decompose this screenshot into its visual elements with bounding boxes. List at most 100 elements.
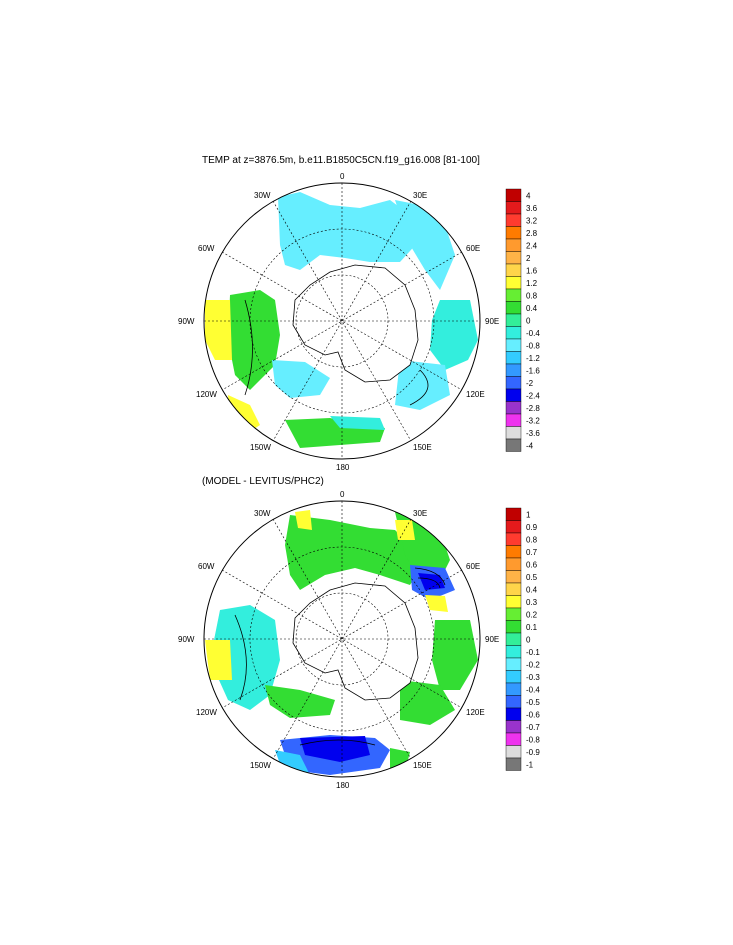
colorbar-swatch (505, 226, 522, 240)
colorbar-swatch (505, 682, 522, 696)
colorbar-label: 0.6 (526, 560, 538, 569)
colorbar-label: -0.2 (526, 660, 540, 669)
colorbar-label: 2.4 (526, 241, 538, 250)
colorbar-label: -2 (526, 379, 534, 388)
colorbar-label: -1.2 (526, 354, 540, 363)
colorbar-label: 1 (526, 510, 531, 519)
p1-lon-150w: 150W (250, 443, 271, 452)
p2-lon-150w: 150W (250, 761, 271, 770)
colorbar-swatch (505, 413, 522, 427)
colorbar-swatch (505, 645, 522, 659)
colorbar-swatch (505, 438, 522, 452)
colorbar-label: -0.5 (526, 698, 540, 707)
colorbar-swatch (505, 732, 522, 746)
colorbar-label: 0.4 (526, 585, 538, 594)
colorbar-label: 0.8 (526, 535, 538, 544)
panel-2-colorbar: 1 0.9 0.8 0.7 0.6 0.5 0.4 0.3 0.2 0.1 0 -0.1 -0.2 -0.… (505, 507, 540, 771)
colorbar-swatch (505, 351, 522, 365)
colorbar-swatch (505, 251, 522, 265)
colorbar-label: -2.4 (526, 391, 540, 400)
p2-lon-120w: 120W (196, 708, 217, 717)
colorbar-swatch (505, 507, 522, 521)
colorbar-swatch (505, 757, 522, 771)
colorbar-swatch (505, 720, 522, 734)
p1-lon-150e: 150E (413, 443, 432, 452)
colorbar-label: 0.3 (526, 598, 538, 607)
colorbar-swatch (505, 276, 522, 290)
colorbar-swatch (505, 570, 522, 584)
colorbar-swatch (505, 263, 522, 277)
colorbar-label: 2 (526, 254, 531, 263)
colorbar-label: 0.7 (526, 548, 538, 557)
colorbar-label: -4 (526, 441, 534, 450)
colorbar-label: -3.6 (526, 429, 540, 438)
p2-lon-120e: 120E (466, 708, 485, 717)
colorbar-label: 0.9 (526, 523, 538, 532)
p2-lon-30w: 30W (254, 509, 271, 518)
p2-lon-150e: 150E (413, 761, 432, 770)
panel-2-grid (204, 501, 480, 777)
colorbar-swatch (505, 401, 522, 415)
colorbar-swatch (505, 557, 522, 571)
colorbar-label: -3.2 (526, 416, 540, 425)
colorbar-swatch (505, 520, 522, 534)
colorbar-swatch (505, 595, 522, 609)
panel-2-boundary (203, 500, 481, 778)
colorbar-swatch (505, 188, 522, 202)
colorbar-label: -1.6 (526, 366, 540, 375)
colorbar-label: 4 (526, 191, 531, 200)
colorbar-swatch (505, 363, 522, 377)
colorbar-swatch (505, 745, 522, 759)
panel-1-title: TEMP at z=3876.5m, b.e11.B1850C5CN.f19_g… (202, 155, 480, 166)
panel-1-field (204, 183, 480, 459)
panel-1-grid (204, 183, 480, 459)
colorbar-label: 0.1 (526, 623, 538, 632)
colorbar-swatch (505, 670, 522, 684)
colorbar-label: -0.3 (526, 673, 540, 682)
colorbar-label: 0 (526, 316, 531, 325)
colorbar-label: 0.5 (526, 573, 538, 582)
p1-lon-30w: 30W (254, 191, 271, 200)
colorbar-swatch (505, 201, 522, 215)
colorbar-label: 1.2 (526, 279, 538, 288)
p2-lon-60w: 60W (198, 562, 215, 571)
colorbar-label: 3.2 (526, 216, 538, 225)
colorbar-swatch (505, 338, 522, 352)
p1-lon-30e: 30E (413, 191, 427, 200)
colorbar-swatch (505, 213, 522, 227)
colorbar-swatch (505, 388, 522, 402)
colorbar-swatch (505, 426, 522, 440)
colorbar-swatch (505, 301, 522, 315)
colorbar-swatch (505, 632, 522, 646)
colorbar-swatch (505, 620, 522, 634)
colorbar-label: -0.8 (526, 735, 540, 744)
p2-lon-30e: 30E (413, 509, 427, 518)
panel-2-field (204, 501, 480, 777)
colorbar-label: -0.9 (526, 748, 540, 757)
colorbar-swatch (505, 707, 522, 721)
colorbar-label: -0.8 (526, 341, 540, 350)
colorbar-label: -0.4 (526, 329, 540, 338)
colorbar-swatch (505, 582, 522, 596)
p1-lon-0: 0 (340, 172, 345, 181)
p1-lon-120e: 120E (466, 390, 485, 399)
colorbar-swatch (505, 695, 522, 709)
colorbar-label: 0.2 (526, 610, 538, 619)
colorbar-swatch (505, 657, 522, 671)
colorbar-swatch (505, 288, 522, 302)
p2-lon-60e: 60E (466, 562, 480, 571)
colorbar-swatch (505, 326, 522, 340)
colorbar-label: 3.6 (526, 204, 538, 213)
colorbar-swatch (505, 238, 522, 252)
colorbar-label: 0 (526, 635, 531, 644)
panel-1-colorbar: 4 3.6 3.2 2.8 2.4 2 1.6 1.2 0.8 0.4 0 -0.4 -0.8 -1.2 -… (505, 188, 540, 452)
colorbar-label: -0.6 (526, 710, 540, 719)
colorbar-label: -0.1 (526, 648, 540, 657)
colorbar-label: -0.4 (526, 685, 540, 694)
p2-lon-90e: 90E (485, 635, 499, 644)
colorbar-swatch (505, 607, 522, 621)
p1-lon-60e: 60E (466, 244, 480, 253)
colorbar-label: 2.8 (526, 229, 538, 238)
p1-lon-90w: 90W (178, 317, 195, 326)
